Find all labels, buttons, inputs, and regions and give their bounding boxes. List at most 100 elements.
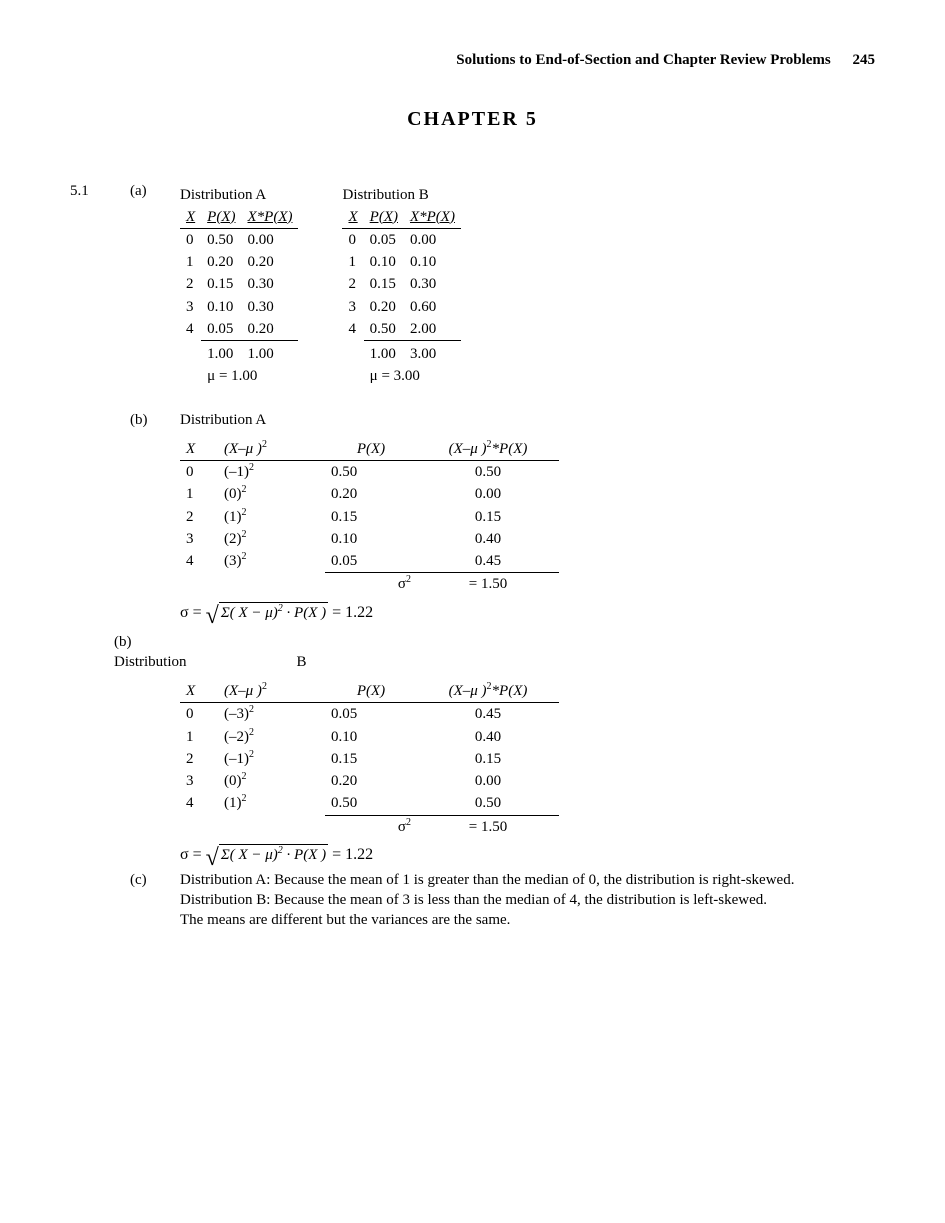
col-xmu2: (X–μ )2 — [218, 438, 325, 461]
col-x: X — [342, 206, 363, 229]
cell: 0.00 — [242, 228, 299, 251]
problem-number: 5.1 — [70, 181, 130, 201]
dist-a-caption: Distribution A — [180, 185, 298, 205]
chapter-title: CHAPTER 5 — [70, 106, 875, 133]
cell: 0.40 — [417, 528, 559, 550]
cell: 2 — [180, 748, 218, 770]
cell: 0.30 — [242, 296, 299, 318]
cell: 0.30 — [242, 273, 299, 295]
col-x: X — [180, 206, 201, 229]
cell: 0.15 — [417, 748, 559, 770]
cell: (–1)2 — [218, 748, 325, 770]
sigma-equation-a: σ = √ Σ( X − μ)2 · P(X ) = 1.22 — [180, 602, 875, 624]
cell: 0 — [342, 228, 363, 251]
cell: 0 — [180, 228, 201, 251]
col-x: X — [180, 680, 218, 703]
cell: (–1)2 — [218, 461, 325, 484]
part-b2-caption: (b) Distribution B — [114, 632, 875, 673]
dist-b-caption: Distribution B — [342, 185, 460, 205]
cell: 4 — [180, 550, 218, 573]
mu-a: μ = 1.00 — [201, 365, 298, 387]
part-b-block: (b) Distribution A X (X–μ )2 P(X) (X–μ )… — [70, 410, 875, 624]
col-xmu2px: (X–μ )2*P(X) — [417, 680, 559, 703]
cell: 0 — [180, 703, 218, 726]
header-title: Solutions to End-of-Section and Chapter … — [456, 52, 830, 68]
cell: 0.10 — [325, 528, 417, 550]
col-px: P(X) — [325, 438, 417, 461]
cell: 0.05 — [364, 228, 404, 251]
variance-table-b: X (X–μ )2 P(X) (X–μ )2*P(X) 0(–3)20.050.… — [180, 680, 559, 838]
cell: 4 — [180, 318, 201, 341]
col-xmu2px: (X–μ )2*P(X) — [417, 438, 559, 461]
page-number: 245 — [853, 52, 876, 68]
cell: 0.15 — [201, 273, 241, 295]
part-c-p2: Distribution B: Because the mean of 3 is… — [180, 890, 875, 910]
cell: 0.00 — [417, 770, 559, 792]
cell: 3 — [342, 296, 363, 318]
cell: (0)2 — [218, 770, 325, 792]
cell: 0.40 — [417, 726, 559, 748]
cell: 1 — [342, 251, 363, 273]
col-x: X — [180, 438, 218, 461]
sum-xpx: 3.00 — [404, 341, 461, 366]
cell: (3)2 — [218, 550, 325, 573]
mu-b: μ = 3.00 — [364, 365, 461, 387]
dist-a-block: Distribution A X P(X) X*P(X) 00.500.00 1… — [180, 185, 298, 387]
cell: 0.05 — [201, 318, 241, 341]
cell: 0.20 — [242, 251, 299, 273]
variance-b-val: = 1.50 — [417, 815, 559, 838]
cell: 0.20 — [325, 483, 417, 505]
cell: 3 — [180, 770, 218, 792]
col-xmu2: (X–μ )2 — [218, 680, 325, 703]
cell: (1)2 — [218, 792, 325, 815]
variance-a: σ2 — [325, 573, 417, 596]
dist-b-caption-b: Distribution — [114, 652, 187, 672]
col-px: P(X) — [201, 206, 241, 229]
cell: 0.50 — [417, 461, 559, 484]
cell: 0.20 — [325, 770, 417, 792]
cell: 2 — [342, 273, 363, 295]
cell: 0.10 — [325, 726, 417, 748]
part-b-label: (b) — [130, 410, 180, 430]
cell: 0.20 — [242, 318, 299, 341]
cell: 4 — [180, 792, 218, 815]
cell: 0.15 — [325, 748, 417, 770]
cell: 0.15 — [364, 273, 404, 295]
sum-px: 1.00 — [364, 341, 404, 366]
cell: 0.20 — [364, 296, 404, 318]
cell: (0)2 — [218, 483, 325, 505]
cell: (–3)2 — [218, 703, 325, 726]
col-px: P(X) — [325, 680, 417, 703]
dist-a-table: X P(X) X*P(X) 00.500.00 10.200.20 20.150… — [180, 206, 298, 388]
cell: (–2)2 — [218, 726, 325, 748]
part-c-p3: The means are different but the variance… — [180, 910, 875, 930]
dist-b-block: Distribution B X P(X) X*P(X) 00.050.00 1… — [342, 185, 460, 387]
cell: 2 — [180, 506, 218, 528]
cell: 2 — [180, 273, 201, 295]
cell: 0.05 — [325, 703, 417, 726]
sum-px: 1.00 — [201, 341, 241, 366]
cell: 0.15 — [325, 506, 417, 528]
part-c-p1: Distribution A: Because the mean of 1 is… — [180, 870, 875, 890]
cell: 4 — [342, 318, 363, 341]
variance-b-block: X (X–μ )2 P(X) (X–μ )2*P(X) 0(–3)20.050.… — [70, 676, 875, 866]
cell: 2.00 — [404, 318, 461, 341]
cell: 0.00 — [417, 483, 559, 505]
cell: 0.10 — [404, 251, 461, 273]
problem-5-1: 5.1 (a) Distribution A X P(X) X*P(X) 00.… — [70, 181, 875, 387]
variance-a-val: = 1.50 — [417, 573, 559, 596]
cell: 0.20 — [201, 251, 241, 273]
cell: 0.45 — [417, 703, 559, 726]
variance-table-a: X (X–μ )2 P(X) (X–μ )2*P(X) 0(–1)20.500.… — [180, 438, 559, 596]
cell: 0.05 — [325, 550, 417, 573]
cell: (2)2 — [218, 528, 325, 550]
variance-b: σ2 — [325, 815, 417, 838]
cell: 1 — [180, 251, 201, 273]
cell: 0.60 — [404, 296, 461, 318]
cell: (1)2 — [218, 506, 325, 528]
col-xpx: X*P(X) — [404, 206, 461, 229]
dist-b-letter: B — [297, 652, 307, 672]
part-c-label: (c) — [130, 870, 180, 890]
page-header: Solutions to End-of-Section and Chapter … — [70, 50, 875, 70]
sum-xpx: 1.00 — [242, 341, 299, 366]
